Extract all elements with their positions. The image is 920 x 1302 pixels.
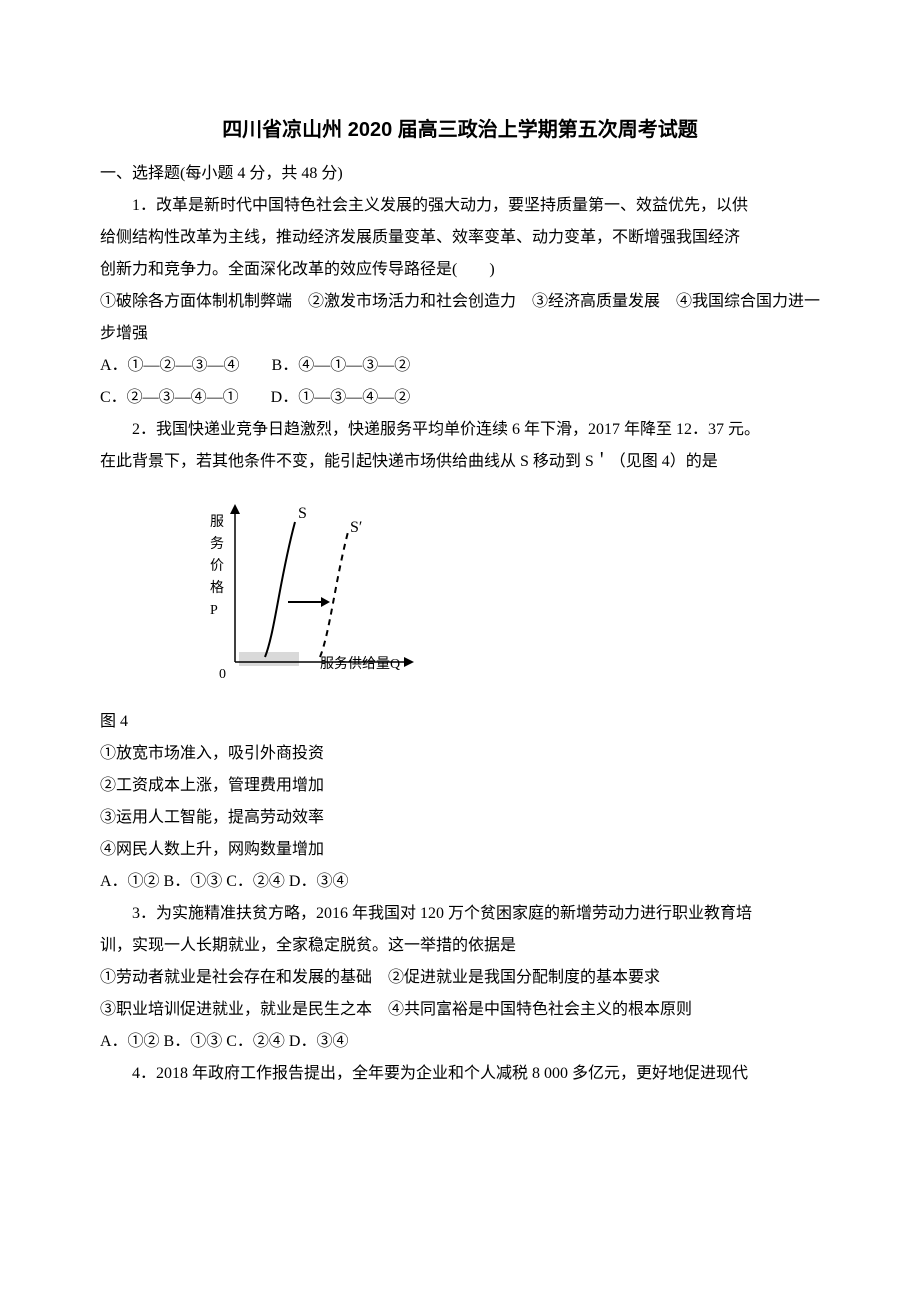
document-page: 四川省凉山州 2020 届高三政治上学期第五次周考试题 一、选择题(每小题 4 … (0, 0, 920, 1150)
page-title: 四川省凉山州 2020 届高三政治上学期第五次周考试题 (100, 110, 820, 150)
supply-curve-chart: 服务价格P 0 服务供给量Q S S′ (180, 492, 440, 692)
q3-options-line1: ①劳动者就业是社会存在和发展的基础 ②促进就业是我国分配制度的基本要求 (100, 962, 820, 994)
q2-option4: ④网民人数上升，网购数量增加 (100, 834, 820, 866)
q3-choices: A．①② B．①③ C．②④ D．③④ (100, 1026, 820, 1058)
q2-option2: ②工资成本上涨，管理费用增加 (100, 770, 820, 802)
q3-stem-line2: 训，实现一人长期就业，全家稳定脱贫。这一举措的依据是 (100, 930, 820, 962)
q2-option3: ③运用人工智能，提高劳动效率 (100, 802, 820, 834)
svg-text:0: 0 (219, 667, 226, 682)
q3-options-line2: ③职业培训促进就业，就业是民生之本 ④共同富裕是中国特色社会主义的根本原则 (100, 994, 820, 1026)
svg-text:服: 服 (210, 515, 224, 530)
svg-text:服务供给量Q: 服务供给量Q (320, 656, 400, 672)
q1-stem-line2: 给侧结构性改革为主线，推动经济发展质量变革、效率变革、动力变革，不断增强我国经济 (100, 222, 820, 254)
svg-text:价: 价 (210, 558, 224, 574)
q2-stem-line1: 2．我国快递业竞争日趋激烈，快递服务平均单价连续 6 年下滑，2017 年降至 … (100, 414, 820, 446)
q3-stem-line1: 3．为实施精准扶贫方略，2016 年我国对 120 万个贫困家庭的新增劳动力进行… (100, 898, 820, 930)
svg-text:务: 务 (210, 536, 224, 552)
q1-stem-line1: 1．改革是新时代中国特色社会主义发展的强大动力，要坚持质量第一、效益优先，以供 (100, 190, 820, 222)
figure-4-chart: 服务价格P 0 服务供给量Q S S′ (180, 492, 820, 692)
section-heading: 一、选择题(每小题 4 分，共 48 分) (100, 158, 820, 190)
q4-stem-line1: 4．2018 年政府工作报告提出，全年要为企业和个人减税 8 000 多亿元，更… (100, 1058, 820, 1090)
figure-4-label: 图 4 (100, 706, 820, 738)
svg-text:P: P (210, 603, 218, 618)
q2-option1: ①放宽市场准入，吸引外商投资 (100, 738, 820, 770)
svg-text:格: 格 (210, 580, 224, 596)
q1-choices-row2: C．②—③—④—① D．①—③—④—② (100, 382, 820, 414)
q2-stem-line2: 在此背景下，若其他条件不变，能引起快递市场供给曲线从 S 移动到 S＇（见图 4… (100, 446, 820, 478)
q2-choices: A．①② B．①③ C．②④ D．③④ (100, 866, 820, 898)
svg-text:S′: S′ (350, 519, 362, 536)
q1-options-line: ①破除各方面体制机制弊端 ②激发市场活力和社会创造力 ③经济高质量发展 ④我国综… (100, 286, 820, 350)
q1-stem-line3: 创新力和竞争力。全面深化改革的效应传导路径是( ) (100, 254, 820, 286)
svg-text:S: S (298, 505, 307, 522)
q1-choices-row1: A．①—②—③—④ B．④—①—③—② (100, 350, 820, 382)
